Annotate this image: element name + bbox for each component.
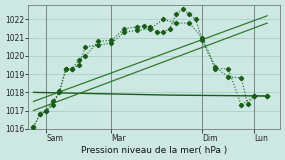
X-axis label: Pression niveau de la mer( hPa ): Pression niveau de la mer( hPa ): [81, 146, 227, 155]
